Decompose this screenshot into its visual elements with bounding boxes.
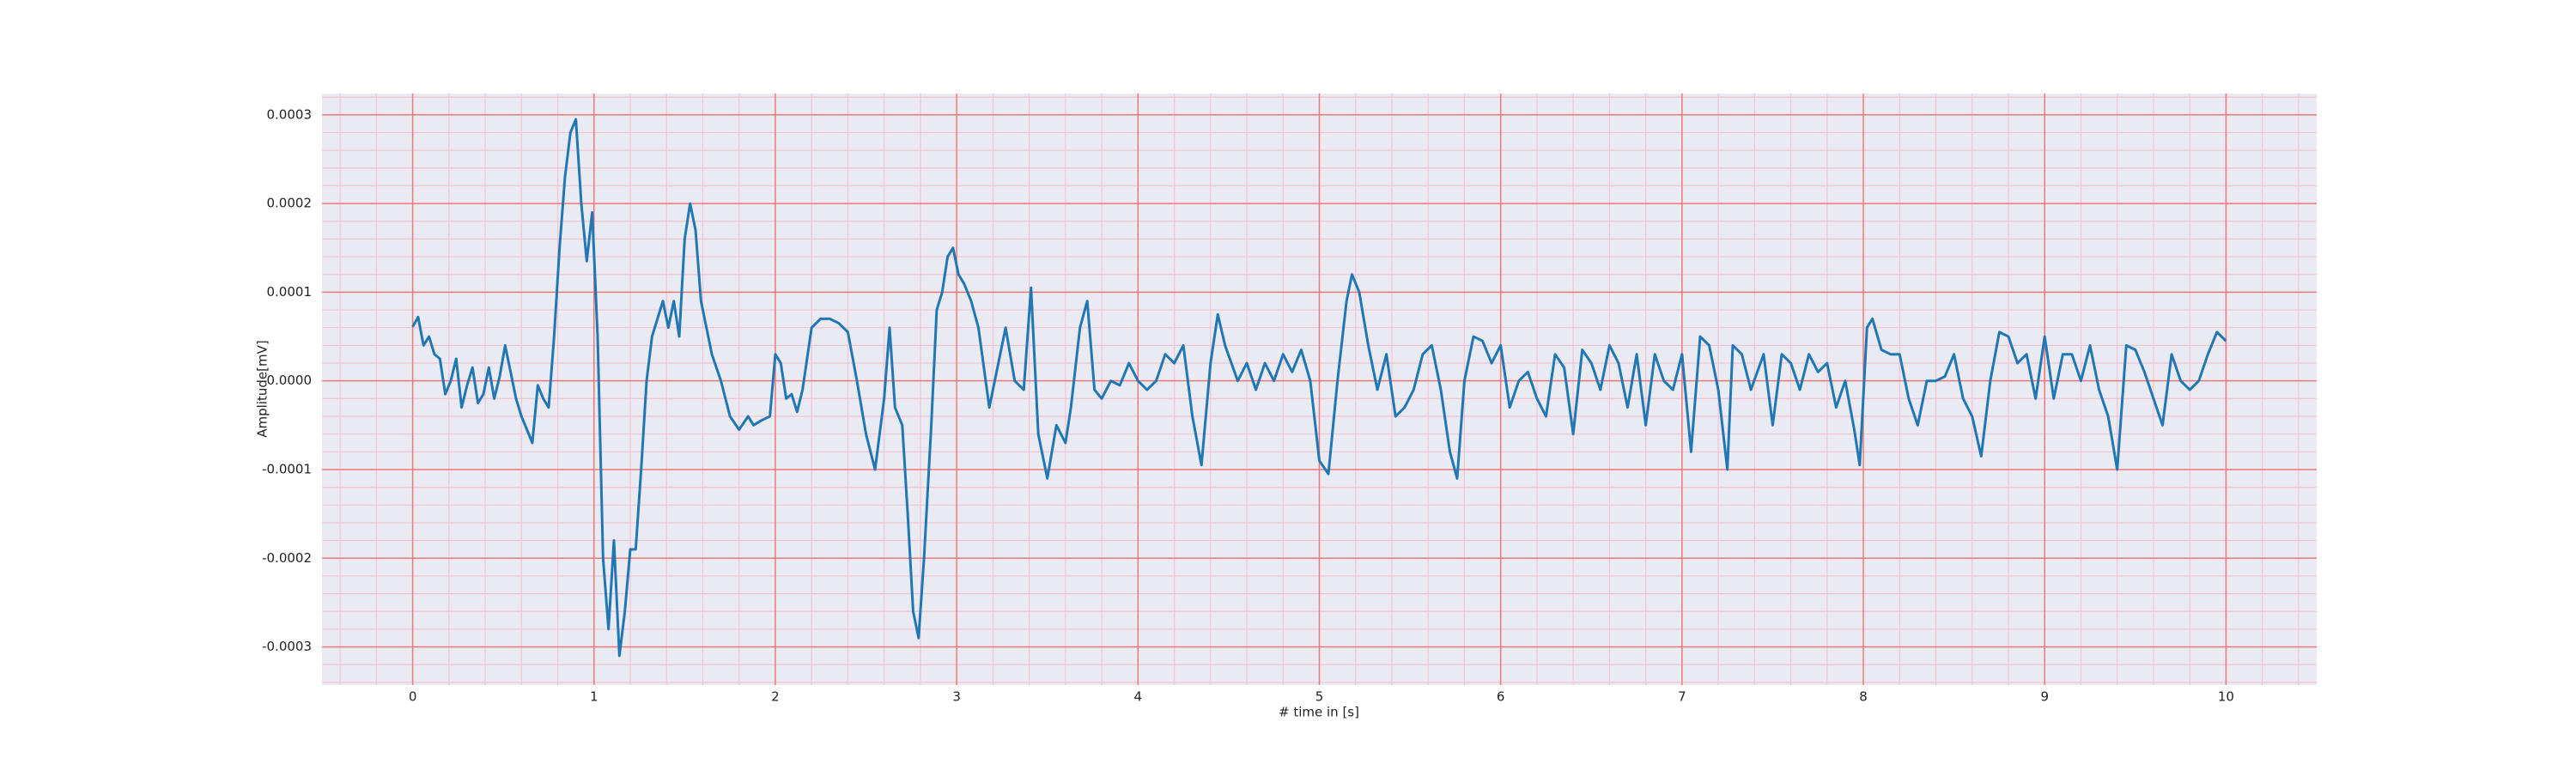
x-tick-label: 5 — [1315, 689, 1324, 705]
x-tick-label: 9 — [2040, 689, 2049, 705]
y-tick-label: -0.0002 — [262, 550, 312, 566]
marks — [411, 118, 2227, 658]
x-tick-label: 7 — [1678, 689, 1686, 705]
x-axis-label: # time in [s] — [1279, 705, 1359, 720]
x-tick-label: 1 — [590, 689, 598, 705]
x-tick-label: 2 — [771, 689, 780, 705]
y-tick-label: 0.0002 — [267, 196, 313, 211]
y-tick-label: -0.0001 — [262, 461, 312, 476]
x-tick-label: 8 — [1859, 689, 1868, 705]
y-tick-label: 0.0003 — [267, 106, 313, 122]
x-tick-label: 10 — [2218, 689, 2234, 705]
y-tick-label: -0.0003 — [262, 639, 312, 654]
y-axis-label: Amplitude[mV] — [255, 340, 270, 437]
y-tick-label: 0.0000 — [267, 373, 313, 388]
x-tick-label: 3 — [952, 689, 961, 705]
x-tick-label: 4 — [1134, 689, 1143, 705]
grid — [322, 94, 2317, 685]
x-tick-label: 0 — [409, 689, 417, 705]
y-tick-label: 0.0001 — [267, 284, 313, 300]
signal-line — [411, 118, 2227, 658]
x-tick-label: 6 — [1497, 689, 1505, 705]
